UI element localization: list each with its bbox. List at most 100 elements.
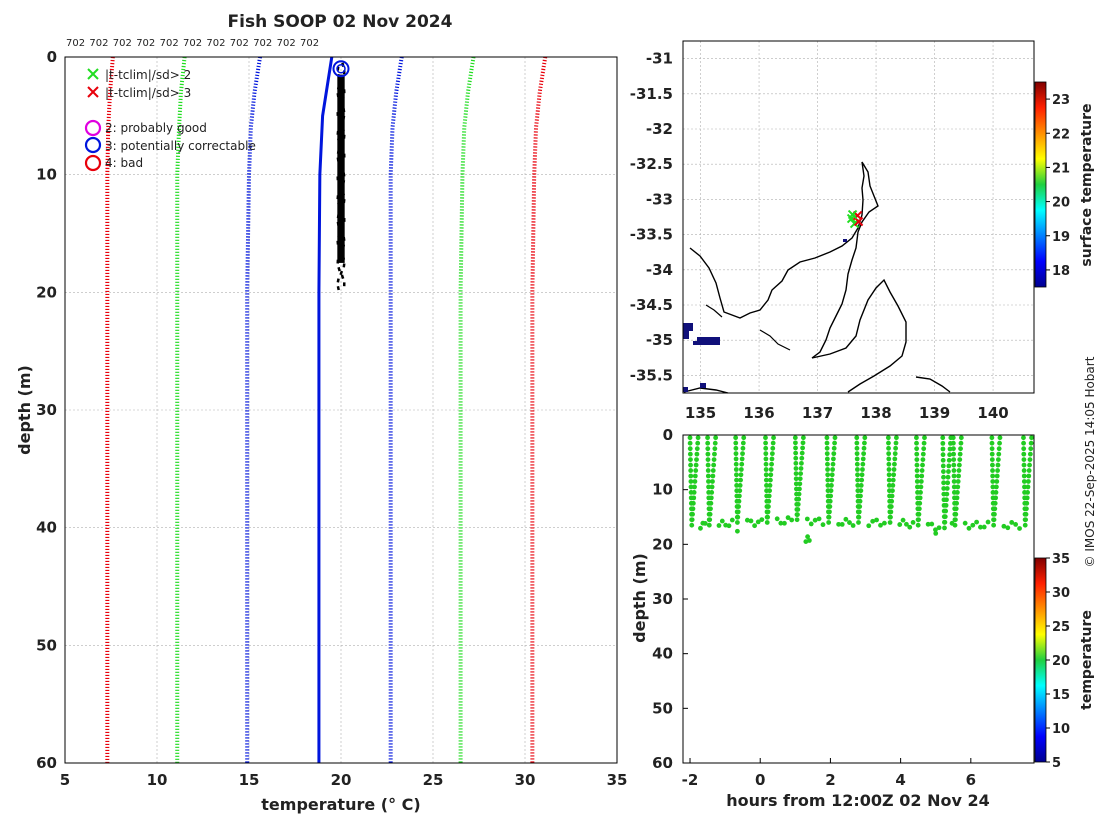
data-point — [797, 476, 803, 482]
data-point — [688, 484, 694, 490]
y-tick-label: 20 — [36, 283, 57, 301]
data-point — [856, 509, 862, 515]
data-point — [831, 451, 837, 457]
data-point — [994, 473, 1000, 479]
data-point — [737, 488, 743, 494]
data-point — [706, 522, 712, 528]
data-point — [824, 456, 830, 462]
data-point — [782, 520, 787, 526]
y-tick-label: -32.5 — [630, 155, 673, 173]
cast-label: 702 — [277, 38, 296, 49]
data-point — [915, 484, 920, 490]
data-point — [900, 517, 906, 523]
data-point — [690, 506, 696, 512]
data-point — [918, 484, 924, 490]
data-point — [1021, 451, 1027, 457]
data-point — [854, 451, 860, 457]
data-point — [705, 462, 711, 468]
data-point — [951, 484, 957, 490]
data-point — [735, 509, 741, 515]
data-point — [763, 451, 769, 457]
cast-number-labels: 702 702 702 702 702 702 702 702 702 702 702 — [66, 38, 319, 49]
data-point — [878, 522, 883, 528]
x-tick-label: 4 — [895, 771, 905, 789]
data-point — [989, 440, 995, 446]
data-point — [793, 445, 798, 451]
data-point — [733, 467, 739, 472]
data-point — [920, 451, 926, 457]
data-point — [991, 522, 997, 528]
data-point — [734, 472, 739, 478]
data-point — [1026, 473, 1032, 479]
y-tick-label: 0 — [663, 426, 673, 444]
data-point — [739, 461, 745, 467]
data-point — [766, 504, 771, 509]
data-point — [990, 473, 996, 479]
data-point — [705, 457, 711, 462]
data-point — [828, 493, 834, 499]
x-tick-label: 20 — [331, 771, 352, 789]
data-point — [951, 473, 957, 479]
data-point — [793, 476, 799, 482]
x-tick-label: 15 — [239, 771, 260, 789]
map-colorbar — [1034, 81, 1047, 288]
data-point — [997, 435, 1003, 441]
data-point — [919, 473, 925, 479]
data-point — [690, 511, 695, 517]
x-tick-label: 137 — [802, 404, 833, 422]
data-point — [886, 467, 892, 472]
y-tick-label: -35.5 — [630, 366, 673, 384]
data-point — [692, 484, 697, 490]
y-tick-label: 40 — [652, 645, 673, 663]
data-point — [1021, 462, 1027, 468]
data-point — [942, 519, 948, 525]
legend-circle-magenta-label: 2: probably good — [105, 121, 207, 135]
data-point — [989, 451, 995, 457]
data-point — [946, 457, 952, 463]
map-cast-markers — [846, 209, 864, 229]
data-point — [733, 440, 739, 446]
data-point — [855, 477, 861, 483]
legend-circle-magenta-icon — [84, 119, 102, 137]
x-tick-label: 25 — [423, 771, 444, 789]
data-point — [940, 440, 946, 446]
data-point — [870, 518, 876, 524]
observed-segment — [337, 266, 341, 272]
data-point — [800, 445, 806, 451]
data-point — [824, 451, 830, 457]
profile-series-line — [530, 56, 548, 763]
data-point — [734, 477, 739, 483]
data-point — [940, 452, 946, 458]
data-point — [705, 451, 711, 457]
colorbar-tick-label: 18 — [1052, 264, 1070, 279]
map-ticks: 135 136 137 138 139 140 -31 -31.5 -32 -32.5 -33 -33… — [630, 50, 1009, 422]
data-point — [857, 498, 863, 504]
data-point — [941, 474, 946, 480]
data-point — [892, 451, 898, 457]
data-point — [917, 495, 923, 501]
data-point — [764, 482, 769, 488]
data-point — [713, 435, 719, 441]
data-point — [933, 527, 938, 533]
data-point — [929, 521, 935, 527]
observed-band — [337, 74, 345, 263]
colorbar-tick-label: 20 — [1052, 196, 1070, 211]
x-tick-label: 136 — [743, 404, 774, 422]
data-point — [716, 523, 722, 528]
data-point — [1022, 522, 1028, 528]
data-point — [892, 456, 898, 462]
data-point — [832, 440, 837, 446]
data-point — [828, 488, 834, 494]
data-point — [687, 435, 693, 441]
data-point — [985, 519, 991, 525]
data-point — [797, 486, 802, 492]
data-point — [859, 472, 865, 478]
data-point — [692, 473, 698, 479]
data-point — [710, 479, 715, 484]
y-tick-label: 30 — [36, 401, 57, 419]
data-point — [1024, 495, 1030, 501]
flag-circle — [332, 60, 350, 78]
data-point — [945, 480, 951, 486]
y-tick-label: 30 — [652, 590, 673, 608]
legend-circle-red-icon — [84, 154, 102, 172]
